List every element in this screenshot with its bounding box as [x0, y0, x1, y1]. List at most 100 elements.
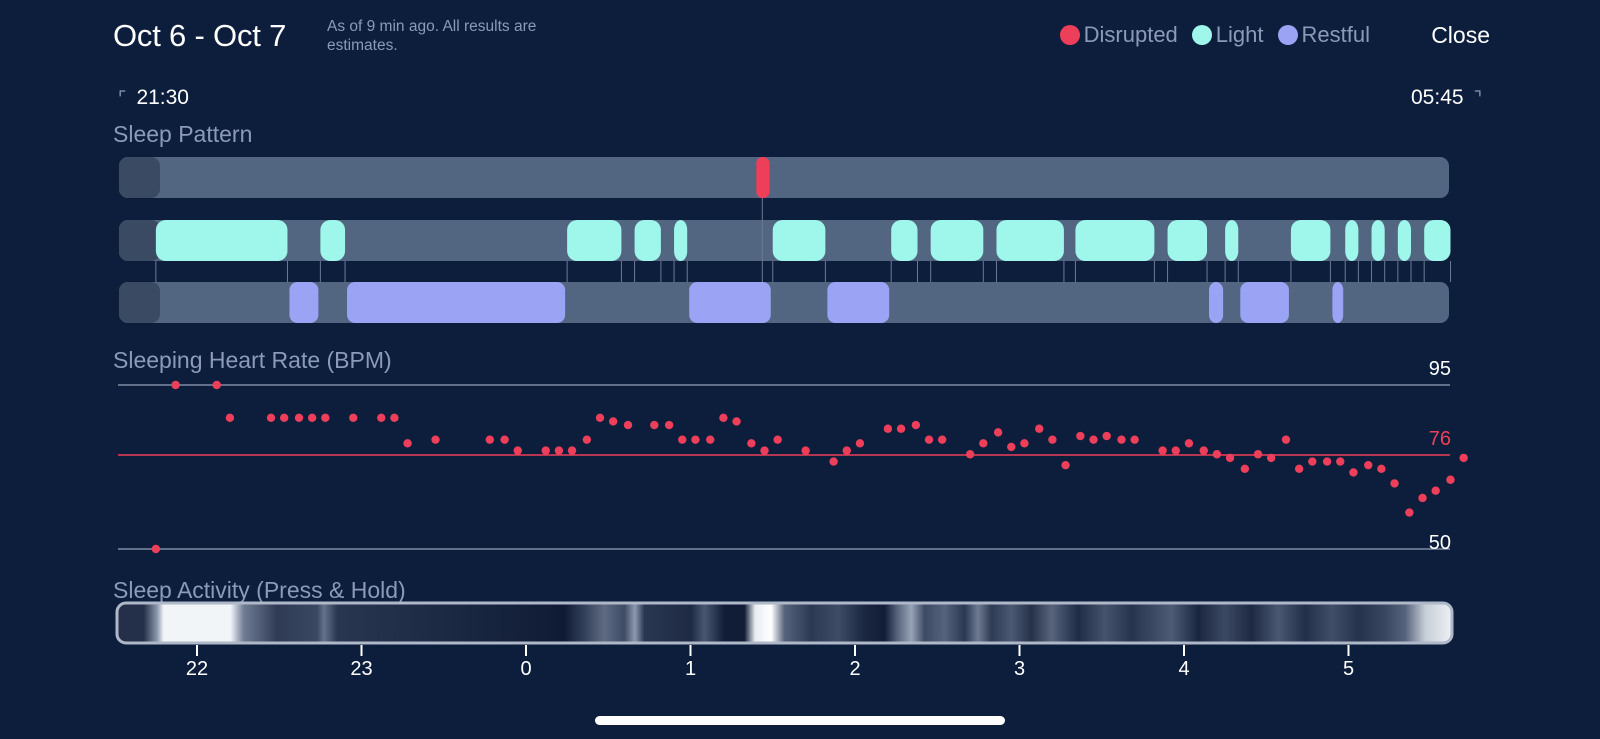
heart-rate-point [1364, 460, 1373, 470]
sleep-activity-bar[interactable] [115, 601, 1454, 645]
heart-rate-point [623, 420, 633, 430]
light-segment [891, 220, 918, 261]
heart-rate-point [608, 417, 618, 426]
time-tick-label: 5 [1343, 658, 1354, 680]
heart-rate-point [513, 446, 522, 455]
heart-rate-point [225, 413, 235, 422]
restful-segment [289, 282, 319, 323]
home-indicator[interactable] [595, 716, 1005, 725]
heart-rate-point [582, 435, 592, 444]
heart-rate-point [431, 435, 440, 444]
start-time-label: 21:30 [136, 86, 189, 109]
legend-light: Light [1191, 22, 1264, 48]
heart-rate-point [732, 417, 741, 426]
legend-disrupted-label: Disrupted [1083, 22, 1178, 47]
max-hr-label: 95 [1429, 358, 1451, 380]
heart-rate-point [390, 413, 399, 422]
heart-rate-point [403, 439, 412, 448]
restful-segment [689, 282, 771, 323]
heart-rate-point [1294, 464, 1304, 474]
heart-rate-point [1212, 450, 1222, 459]
heart-rate-point [595, 413, 605, 422]
heart-rate-point [747, 439, 756, 448]
heart-rate-point [1089, 435, 1098, 444]
sleep-activity-title: Sleep Activity (Press & Hold) [113, 577, 406, 603]
time-tick-label: 1 [685, 658, 696, 680]
date-range-title: Oct 6 - Oct 7 [113, 18, 287, 53]
disrupted-segment [756, 157, 770, 198]
heart-rate-point [554, 446, 564, 455]
time-axis: 22 23 0 1 2 3 4 5 [186, 645, 1354, 680]
heart-rate-point [567, 446, 577, 455]
heart-rate-point [212, 380, 221, 390]
heart-rate-point [842, 446, 851, 455]
light-track-cap [119, 220, 160, 261]
heart-rate-point [1281, 435, 1291, 444]
heart-rate-point [1117, 435, 1126, 444]
legend-light-label: Light [1215, 22, 1264, 47]
time-tick-label: 3 [1014, 658, 1025, 680]
time-tick-label: 23 [350, 658, 372, 680]
light-segment [996, 220, 1064, 261]
restful-dot-icon [1277, 25, 1298, 45]
heart-rate-point [1446, 475, 1455, 484]
sleep-stage-segments [155, 157, 1451, 323]
heart-rate-point [1048, 435, 1057, 444]
sleep-legend: Disrupted Light Restful [1059, 22, 1370, 48]
heart-rate-point [321, 413, 330, 422]
disrupted-track [119, 157, 1449, 198]
restful-segment [1240, 282, 1289, 323]
time-tick-label: 4 [1178, 658, 1189, 680]
end-time: 05:45 ⌝ [1411, 86, 1482, 110]
time-tick-label: 2 [849, 658, 860, 680]
disrupted-track-cap [119, 157, 160, 198]
end-time-label: 05:45 [1411, 86, 1464, 109]
heart-rate-point [1266, 453, 1276, 463]
end-bracket-icon: ⌝ [1473, 87, 1482, 108]
heart-rate-point [1418, 493, 1427, 503]
heart-rate-title: Sleeping Heart Rate (BPM) [113, 347, 392, 373]
heart-rate-point [1405, 508, 1414, 517]
heart-rate-point [294, 413, 304, 422]
heart-rate-point [485, 435, 495, 444]
light-segment [320, 220, 346, 261]
heart-rate-point [719, 413, 728, 422]
light-segment [1397, 220, 1412, 261]
heart-rate-point [1349, 468, 1358, 477]
heart-rate-point [1102, 431, 1111, 441]
heart-rate-point [1158, 446, 1167, 455]
heart-rate-point [801, 446, 810, 455]
light-segment [634, 220, 661, 261]
heart-rate-point [1171, 446, 1180, 455]
heart-rate-point [855, 439, 865, 448]
min-hr-label: 50 [1429, 532, 1451, 554]
heart-rate-point [266, 413, 276, 422]
heart-rate-point [1076, 431, 1085, 441]
estimate-note: As of 9 min ago. All results are estimat… [327, 18, 537, 54]
heart-rate-point [1459, 453, 1468, 463]
start-time: ⌜ 21:30 [118, 86, 189, 110]
light-segment [674, 220, 688, 261]
heart-rate-points [151, 380, 1468, 554]
light-dot-icon [1191, 25, 1212, 45]
heart-rate-point [1431, 486, 1440, 495]
heart-rate-point [1007, 442, 1016, 452]
heart-rate-point [965, 450, 975, 459]
stage-connectors [155, 198, 1451, 282]
restful-segment [347, 282, 566, 323]
heart-rate-point [773, 435, 782, 444]
sleep-pattern-title: Sleep Pattern [113, 121, 253, 147]
heart-rate-point [1061, 460, 1070, 470]
light-segment [1371, 220, 1385, 261]
disrupted-dot-icon [1059, 25, 1080, 45]
light-segment [567, 220, 622, 261]
heart-rate-point [678, 435, 687, 444]
heart-rate-gridlines [118, 384, 1450, 550]
heart-rate-point [896, 424, 906, 433]
legend-restful-label: Restful [1301, 22, 1370, 47]
close-button[interactable]: Close [1431, 22, 1490, 48]
heart-rate-point [377, 413, 386, 422]
heart-rate-point [1130, 435, 1139, 444]
heart-rate-point [664, 420, 674, 430]
